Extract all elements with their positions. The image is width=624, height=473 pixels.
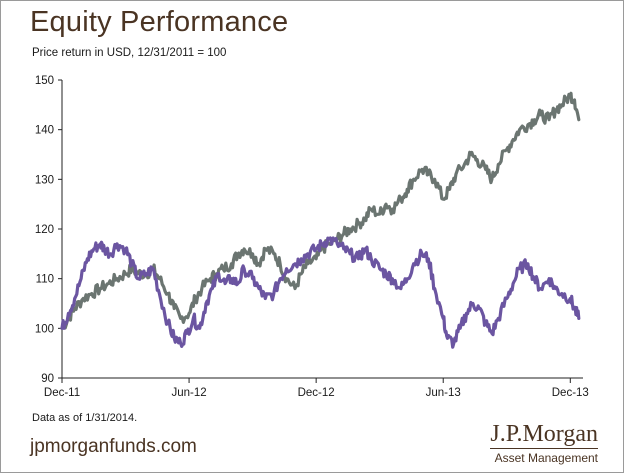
y-tick-label: 100	[35, 323, 54, 335]
x-tick-label: Dec-12	[298, 387, 335, 399]
brand-subtitle: Asset Management	[494, 451, 598, 465]
chart-subtitle: Price return in USD, 12/31/2011 = 100	[32, 47, 227, 59]
brand-name: J.P.Morgan	[490, 421, 598, 447]
brand-logo: J.P.Morgan Asset Management	[490, 421, 598, 465]
y-tick-label: 140	[35, 125, 54, 137]
chart-title: Equity Performance	[30, 6, 289, 38]
brand-divider	[490, 448, 598, 449]
y-tick-label: 110	[36, 274, 54, 286]
y-tick-label: 120	[35, 224, 54, 236]
series-line-purple	[60, 236, 581, 349]
data-footnote: Data as of 1/31/2014.	[32, 412, 138, 424]
x-tick-label: Dec-13	[552, 387, 589, 399]
x-tick-label: Jun-13	[426, 387, 461, 399]
series-line-gray	[60, 91, 581, 330]
x-tick-label: Jun-12	[171, 387, 206, 399]
y-tick-label: 150	[35, 75, 54, 87]
y-tick-label: 90	[41, 373, 54, 385]
website-link[interactable]: jpmorganfunds.com	[30, 436, 197, 457]
x-tick-label: Dec-11	[44, 387, 80, 399]
y-tick-label: 130	[35, 174, 54, 186]
